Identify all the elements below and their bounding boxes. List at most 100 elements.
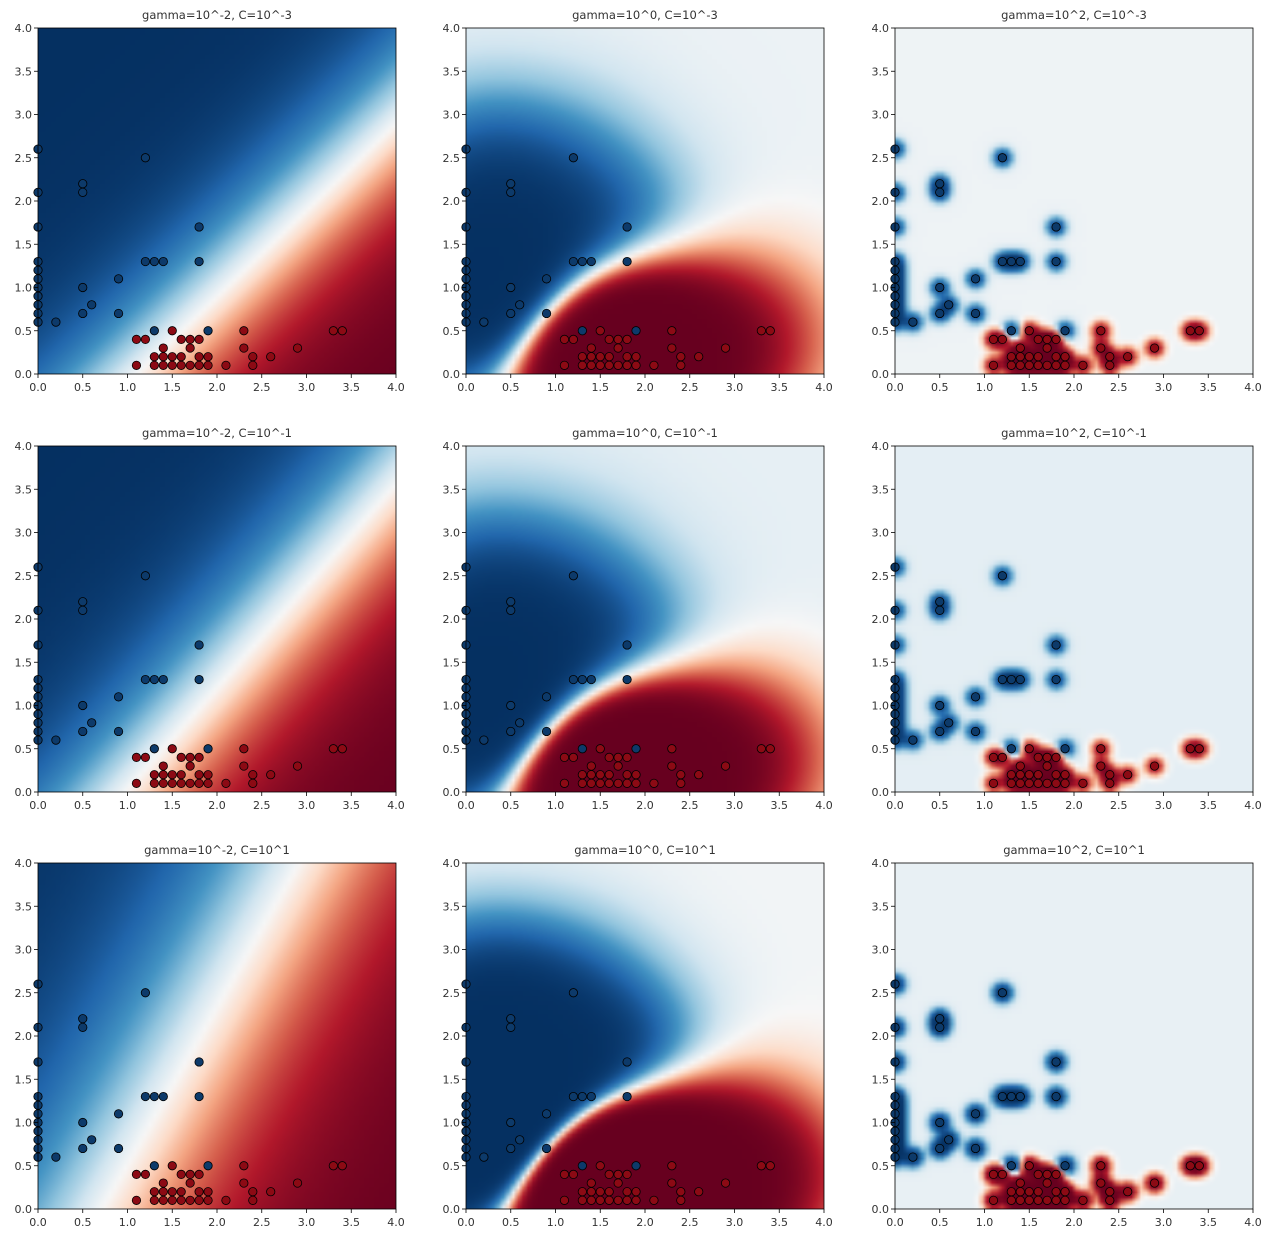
- data-point-class-1: [997, 1169, 1008, 1180]
- data-point-class-0: [194, 1091, 204, 1102]
- data-point-class-1: [1024, 360, 1034, 370]
- y-tick-label: 1.5: [443, 238, 461, 251]
- data-point-class-0: [78, 1022, 88, 1032]
- y-tick-label: 2.0: [443, 613, 461, 626]
- data-point-class-0: [577, 674, 587, 685]
- y-tick-label: 4.0: [872, 22, 890, 35]
- data-point-class-1: [239, 761, 249, 771]
- data-point-class-0: [140, 1091, 150, 1102]
- data-point-class-1: [131, 360, 142, 370]
- x-tick-label: 0.0: [29, 381, 47, 394]
- data-point-class-1: [586, 770, 596, 780]
- data-point-class-1: [176, 752, 186, 763]
- data-point-class-1: [1006, 778, 1016, 788]
- x-tick-label: 0.5: [502, 799, 520, 812]
- data-point-class-1: [1024, 326, 1034, 336]
- data-point-class-1: [1015, 770, 1025, 780]
- x-tick-label: 3.0: [298, 799, 316, 812]
- y-tick-label: 4.0: [872, 857, 890, 870]
- x-tick-label: 2.5: [1110, 1216, 1128, 1229]
- data-point-class-1: [176, 1195, 186, 1205]
- data-point-class-1: [1024, 1187, 1034, 1197]
- y-tick-label: 0.5: [443, 743, 461, 756]
- data-point-class-0: [997, 571, 1008, 581]
- subplot-title: gamma=10^-2, C=10^-1: [142, 426, 292, 440]
- data-point-class-1: [1042, 343, 1052, 353]
- data-point-class-1: [694, 1187, 704, 1197]
- data-point-class-1: [194, 352, 204, 362]
- x-tick-label: 3.5: [343, 1216, 361, 1229]
- data-point-class-0: [78, 179, 88, 189]
- data-point-class-1: [1060, 770, 1070, 780]
- x-tick-label: 4.0: [387, 799, 405, 812]
- data-point-class-0: [586, 674, 596, 685]
- data-point-class-0: [479, 1152, 489, 1162]
- data-point-class-0: [87, 1135, 97, 1145]
- data-point-class-1: [239, 1161, 249, 1171]
- y-tick-label: 2.5: [872, 987, 890, 1000]
- data-point-class-1: [631, 352, 641, 362]
- data-point-class-1: [1096, 761, 1106, 771]
- data-point-class-0: [506, 1143, 516, 1154]
- data-point-class-1: [622, 334, 632, 344]
- data-point-class-1: [1033, 1169, 1043, 1180]
- subplot-title: gamma=10^2, C=10^1: [1003, 843, 1145, 857]
- data-point-class-0: [568, 256, 579, 267]
- data-point-class-0: [506, 605, 516, 615]
- y-tick-label: 0.0: [872, 1203, 890, 1216]
- data-point-class-0: [1051, 640, 1061, 650]
- y-tick-label: 0.0: [15, 1203, 33, 1216]
- y-tick-label: 1.0: [443, 282, 461, 295]
- y-tick-label: 3.5: [872, 483, 890, 496]
- x-tick-label: 3.0: [1155, 381, 1173, 394]
- data-point-class-0: [935, 308, 945, 319]
- data-point-class-0: [113, 274, 124, 284]
- data-point-class-0: [78, 308, 88, 319]
- y-tick-label: 2.0: [15, 195, 33, 208]
- data-point-class-1: [1051, 352, 1061, 362]
- data-point-class-1: [577, 778, 587, 788]
- data-point-class-0: [997, 988, 1008, 998]
- data-point-class-0: [203, 1161, 213, 1171]
- x-tick-label: 0.5: [502, 381, 520, 394]
- data-point-class-1: [595, 778, 605, 788]
- data-point-class-0: [908, 1152, 918, 1162]
- data-point-class-1: [988, 1169, 999, 1180]
- y-tick-label: 0.0: [15, 786, 33, 799]
- y-tick-label: 3.5: [443, 900, 461, 913]
- data-point-class-1: [595, 1195, 605, 1205]
- y-tick-label: 3.0: [872, 109, 890, 122]
- data-point-class-1: [185, 1195, 195, 1205]
- data-point-class-1: [595, 1187, 605, 1197]
- data-point-class-0: [541, 726, 552, 737]
- data-point-class-0: [935, 700, 945, 711]
- data-point-class-0: [506, 1014, 516, 1024]
- data-point-class-1: [667, 744, 677, 754]
- data-point-class-1: [203, 1187, 213, 1197]
- data-point-class-0: [140, 571, 150, 581]
- data-point-class-0: [970, 1109, 981, 1119]
- x-tick-label: 1.0: [976, 799, 994, 812]
- data-point-class-0: [158, 1091, 168, 1102]
- data-point-class-0: [149, 674, 159, 685]
- data-point-class-1: [586, 761, 596, 771]
- subplot-title: gamma=10^2, C=10^-1: [1001, 426, 1147, 440]
- x-tick-label: 1.0: [976, 381, 994, 394]
- subplot-5: 0.00.0 0.5 0.5 1.0 1.0 1.5 1.5 2.0 2.0 2.5 2.5 3.0 3…: [443, 426, 833, 812]
- decision-heatmap: [895, 28, 1253, 374]
- data-point-class-0: [506, 282, 516, 293]
- y-tick-label: 1.5: [15, 656, 33, 669]
- data-point-class-1: [158, 343, 168, 353]
- data-point-class-1: [337, 326, 347, 336]
- data-point-class-1: [559, 778, 570, 788]
- data-point-class-0: [541, 692, 552, 702]
- data-point-class-1: [720, 761, 731, 771]
- data-point-class-1: [1033, 334, 1043, 344]
- x-tick-label: 2.0: [636, 381, 654, 394]
- data-point-class-0: [1006, 744, 1016, 754]
- data-point-class-1: [158, 360, 168, 370]
- x-tick-label: 3.5: [1200, 799, 1218, 812]
- data-point-class-1: [1105, 360, 1115, 370]
- data-point-class-1: [167, 360, 177, 370]
- data-point-class-0: [541, 1109, 552, 1119]
